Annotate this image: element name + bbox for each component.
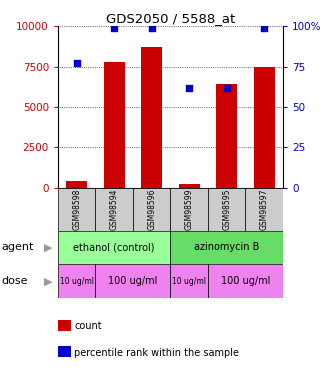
Text: GSM98597: GSM98597 [260,188,269,230]
Bar [133,188,170,231]
Bar [66,181,87,188]
Text: GSM98594: GSM98594 [110,188,119,230]
Bar [170,188,208,231]
Point [149,25,154,31]
Bar [58,231,170,264]
Bar [58,188,95,231]
Text: GSM98599: GSM98599 [185,188,194,230]
Bar [179,184,200,188]
Bar [208,188,246,231]
Text: 10 ug/ml: 10 ug/ml [172,277,206,286]
Bar [216,84,237,188]
Title: GDS2050 / 5588_at: GDS2050 / 5588_at [106,12,235,25]
Text: 10 ug/ml: 10 ug/ml [60,277,94,286]
Bar [254,67,274,188]
Text: ▶: ▶ [44,276,52,286]
Point [74,60,79,66]
Point [261,25,267,31]
Text: ethanol (control): ethanol (control) [73,243,155,252]
Text: 100 ug/ml: 100 ug/ml [221,276,270,286]
Point [187,84,192,90]
Bar [246,188,283,231]
Bar [208,264,283,298]
Bar [141,47,162,188]
Text: azinomycin B: azinomycin B [194,243,260,252]
Bar [95,188,133,231]
Text: GSM98598: GSM98598 [72,188,81,230]
Text: ▶: ▶ [44,243,52,252]
Bar [58,264,95,298]
Text: GSM98596: GSM98596 [147,188,156,230]
Bar [104,62,124,188]
Text: percentile rank within the sample: percentile rank within the sample [74,348,239,357]
Text: count: count [74,321,102,331]
Bar [95,264,170,298]
Text: 100 ug/ml: 100 ug/ml [108,276,158,286]
Bar [170,231,283,264]
Point [112,25,117,31]
Point [224,84,229,90]
Bar [170,264,208,298]
Text: agent: agent [2,243,34,252]
Text: GSM98595: GSM98595 [222,188,231,230]
Text: dose: dose [2,276,28,286]
